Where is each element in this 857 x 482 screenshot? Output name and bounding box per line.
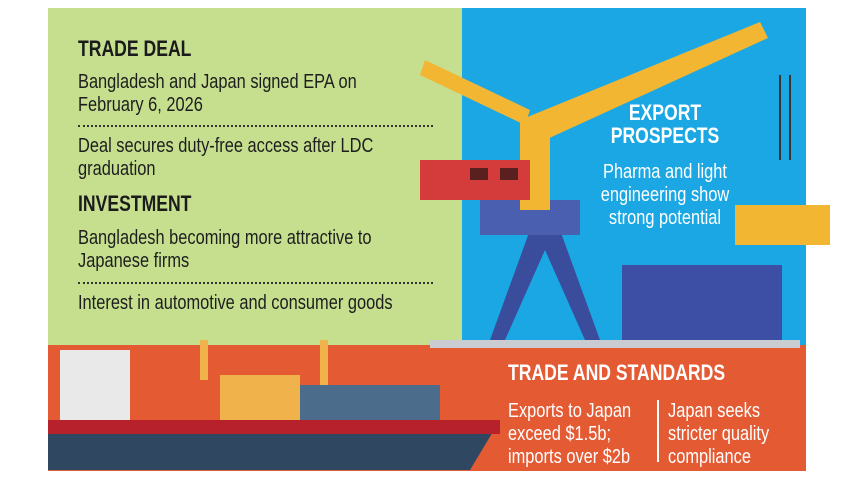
separator (78, 282, 433, 284)
standards-heading: TRADE AND STANDARDS (508, 360, 726, 385)
section-heading: INVESTMENT (78, 191, 192, 216)
separator (78, 125, 433, 127)
section-item: Interest in automotive and consumer good… (78, 291, 393, 314)
section-heading: TRADE DEAL (78, 36, 192, 61)
section-item: Bangladesh and Japan signed EPA on Febru… (78, 70, 357, 116)
export-heading: EXPORT PROSPECTS (610, 100, 720, 148)
container-stack (622, 265, 782, 340)
section-item: Bangladesh becoming more attractive to J… (78, 226, 372, 272)
standards-column: Japan seeks stricter quality compliance (668, 399, 770, 468)
ship (48, 340, 500, 470)
standards-column: Exports to Japan exceed $1.5b; imports o… (508, 399, 632, 468)
quay (430, 340, 800, 348)
crane (420, 22, 830, 340)
section-item: Deal secures duty-free access after LDC … (78, 134, 374, 180)
green-panel (48, 8, 463, 348)
export-text: Pharma and light engineering show strong… (600, 160, 730, 229)
